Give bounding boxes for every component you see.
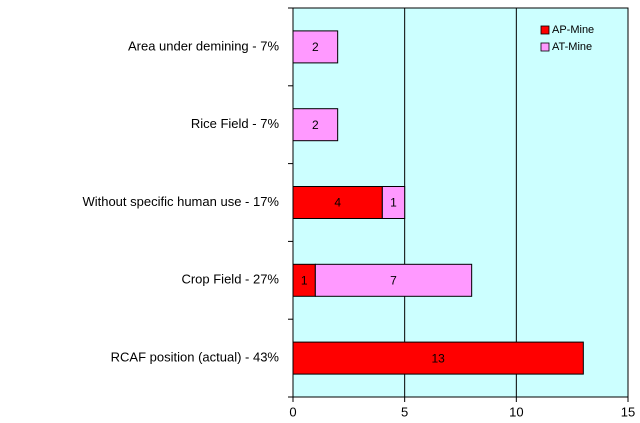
data-label: 13 bbox=[431, 351, 445, 365]
legend-swatch bbox=[540, 42, 550, 52]
bar-segment bbox=[292, 108, 339, 142]
x-tick-label: 0 bbox=[289, 404, 296, 419]
x-tick-label: 10 bbox=[509, 404, 523, 419]
data-label: 1 bbox=[390, 196, 397, 210]
legend-label: AP-Mine bbox=[552, 24, 594, 36]
data-label: 2 bbox=[312, 118, 319, 132]
data-label: 7 bbox=[390, 273, 397, 287]
data-label: 4 bbox=[334, 196, 341, 210]
legend-label: AT-Mine bbox=[552, 41, 592, 53]
y-tick-label: Crop Field - 27% bbox=[181, 272, 279, 287]
y-tick-label: Rice Field - 7% bbox=[191, 116, 280, 131]
bar-segment bbox=[292, 341, 584, 375]
bar-segment bbox=[314, 263, 473, 297]
y-tick-label: Area under demining - 7% bbox=[128, 38, 279, 53]
legend-swatch bbox=[540, 25, 550, 35]
data-label: 1 bbox=[301, 273, 308, 287]
data-label: 2 bbox=[312, 40, 319, 54]
bar-segment bbox=[292, 186, 383, 219]
bar-segment bbox=[292, 30, 339, 64]
bar-segment bbox=[381, 186, 406, 219]
x-tick-label: 5 bbox=[401, 404, 408, 419]
y-tick-label: Without specific human use - 17% bbox=[82, 194, 279, 209]
x-tick-label: 15 bbox=[621, 404, 635, 419]
y-tick-label: RCAF position (actual) - 43% bbox=[111, 350, 280, 365]
